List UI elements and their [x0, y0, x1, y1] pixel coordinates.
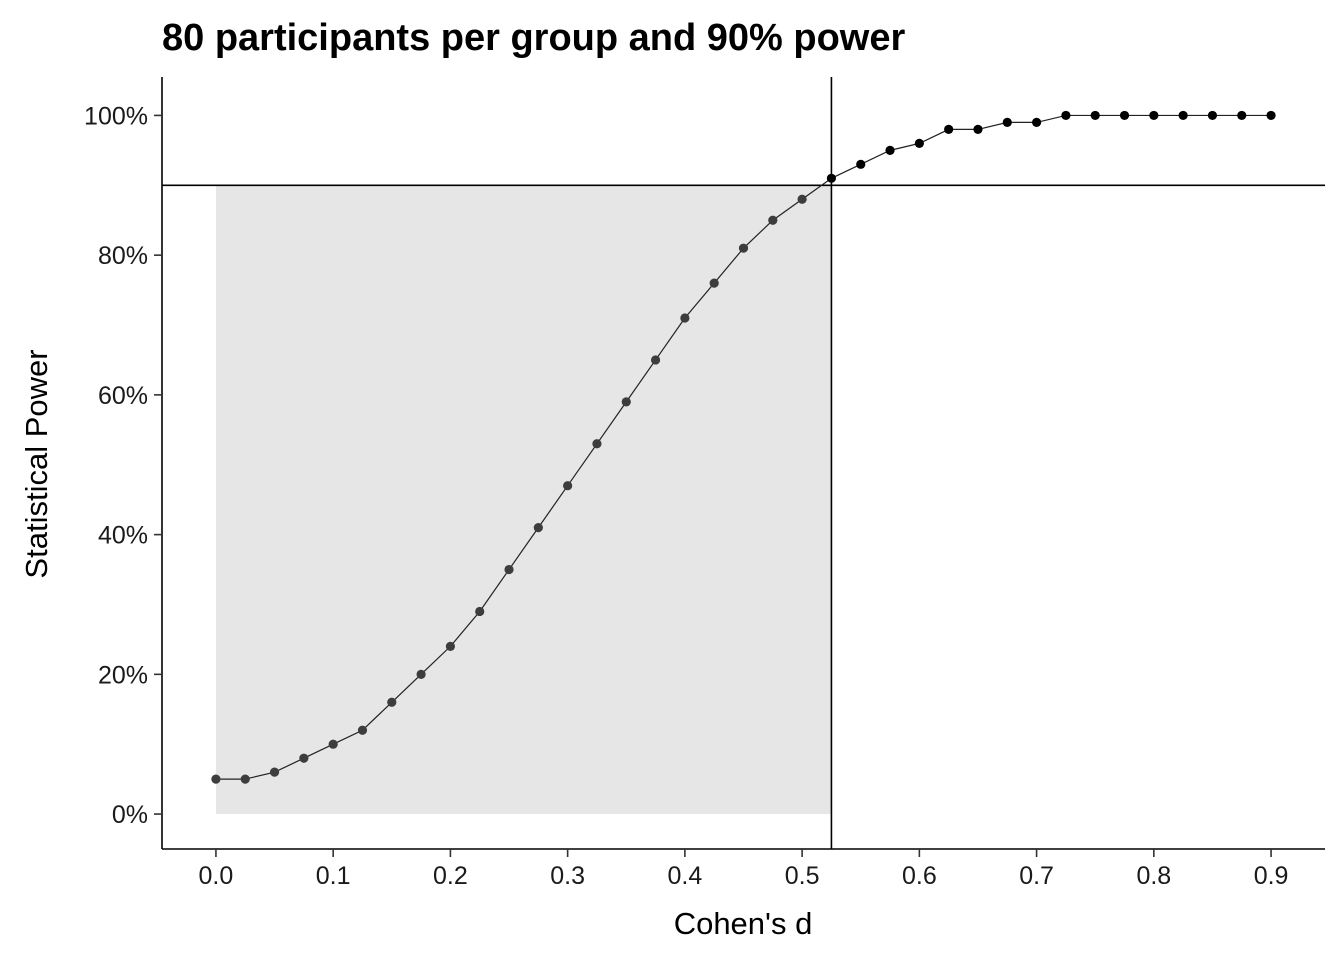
data-point — [211, 774, 221, 784]
data-point — [885, 145, 895, 155]
data-point — [621, 397, 631, 407]
data-point — [1237, 110, 1247, 121]
x-tick-label: 0.2 — [433, 862, 468, 890]
x-axis-title: Cohen's d — [674, 906, 813, 941]
y-tick-label: 80% — [98, 242, 148, 270]
x-tick-label: 0.3 — [550, 862, 585, 890]
data-point — [797, 194, 807, 204]
data-point — [1149, 110, 1159, 121]
data-point — [1031, 117, 1042, 128]
x-tick-label: 0.0 — [199, 862, 234, 890]
x-tick-label: 0.6 — [902, 862, 937, 890]
y-tick-label: 20% — [98, 661, 148, 689]
data-point — [240, 774, 250, 784]
data-point — [709, 278, 719, 288]
data-point — [738, 243, 749, 253]
x-tick-label: 0.5 — [785, 862, 820, 890]
data-point — [533, 523, 543, 533]
data-point — [1119, 110, 1130, 121]
data-point — [269, 767, 280, 777]
y-tick-label: 0% — [112, 801, 148, 829]
plot-area — [162, 77, 1325, 849]
data-point — [475, 606, 485, 617]
x-tick-label: 0.7 — [1019, 862, 1054, 890]
data-point — [387, 697, 397, 707]
y-tick-label: 60% — [98, 382, 148, 410]
data-point — [504, 564, 514, 575]
data-point — [914, 138, 924, 148]
y-axis-title: Statistical Power — [19, 349, 54, 578]
data-point — [416, 669, 426, 679]
x-tick-label: 0.8 — [1136, 862, 1171, 890]
data-point — [328, 739, 338, 749]
data-point — [563, 481, 573, 491]
data-point — [1266, 110, 1276, 121]
data-point — [856, 159, 866, 169]
x-tick-label: 0.1 — [316, 862, 351, 890]
data-point — [650, 355, 661, 365]
data-point — [826, 173, 837, 183]
data-point — [680, 313, 690, 323]
data-point — [357, 725, 368, 735]
data-point — [299, 753, 309, 763]
chart-title: 80 participants per group and 90% power — [162, 17, 905, 59]
data-point — [973, 124, 983, 134]
data-point — [592, 439, 602, 449]
data-point — [1002, 117, 1012, 128]
data-point — [1061, 110, 1071, 121]
x-tick-label: 0.4 — [667, 862, 702, 890]
axes: 0.0 0.1 0.2 0.3 0.4 0.5 0.6 0.7 0.8 0.9 0% 20% 40% 60… — [84, 77, 1325, 890]
x-tick-label: 0.9 — [1254, 862, 1289, 890]
data-point — [944, 124, 954, 134]
data-point — [1178, 110, 1188, 121]
data-point — [768, 215, 778, 225]
y-tick-label: 100% — [84, 102, 148, 130]
shaded-region — [215, 185, 832, 815]
data-point — [1207, 110, 1218, 121]
y-tick-label: 40% — [98, 522, 148, 550]
data-point — [1090, 110, 1100, 121]
data-point — [445, 641, 456, 651]
